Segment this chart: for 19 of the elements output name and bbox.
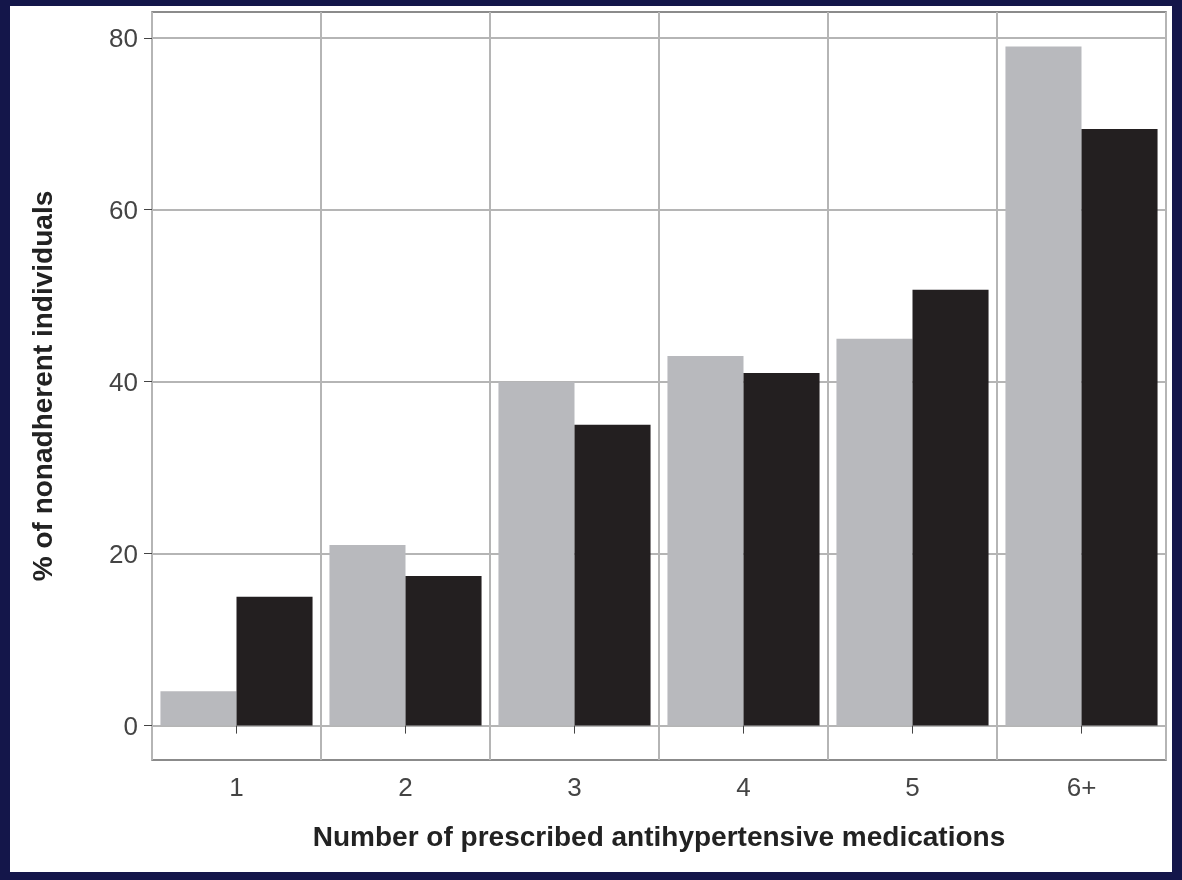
y-tick-label: 60 [109,194,138,225]
bar [912,289,989,726]
x-tick-label: 6+ [1066,772,1097,802]
y-axis-title: % of nonadherent individuals [26,190,58,582]
x-tick-label: 2 [398,772,413,802]
bar [405,576,482,726]
bar [743,373,820,726]
x-tick-label: 1 [229,772,244,802]
x-tick-label: 4 [736,772,751,802]
bar [574,424,651,726]
x-tick-label: 3 [567,772,582,802]
y-tick-label: 80 [109,22,138,53]
x-axis-title: Number of prescribed antihypertensive medications [312,820,1006,852]
x-tick-label: 5 [905,772,920,802]
bar [1081,128,1158,726]
y-tick-label: 40 [109,366,138,397]
y-tick-label: 0 [123,710,138,741]
y-tick-label: 20 [109,538,138,569]
bar [236,596,313,726]
